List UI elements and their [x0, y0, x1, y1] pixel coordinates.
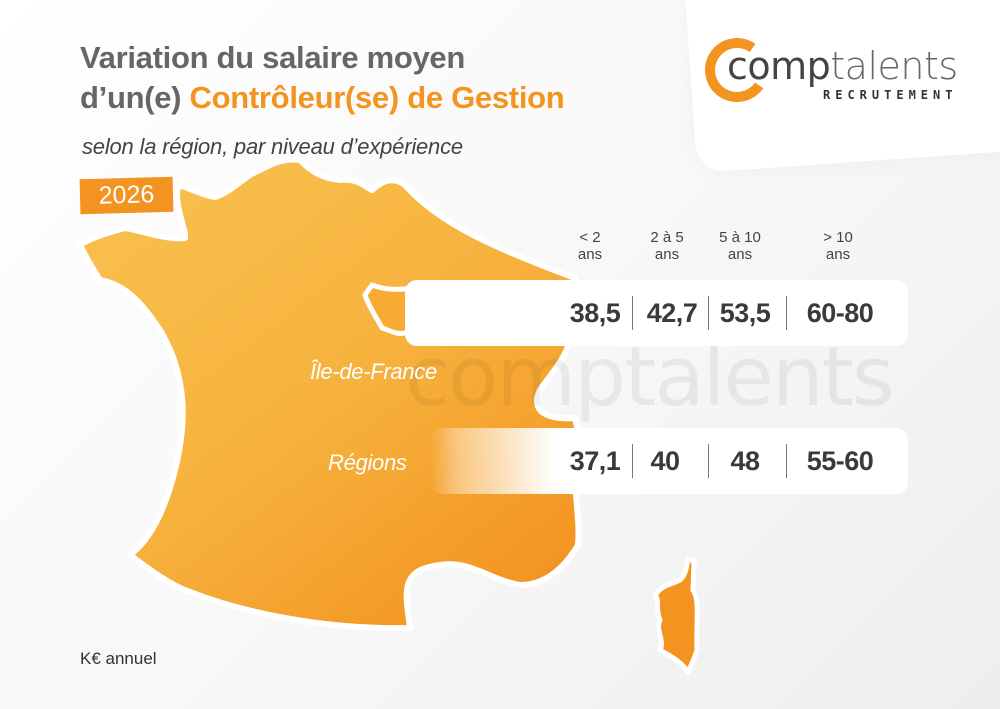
value-regions-5to10: 48: [730, 446, 760, 476]
value-idf-lt2: 38,5: [569, 298, 621, 328]
title-line-2-prefix: d’un(e): [80, 80, 190, 115]
value-idf-5to10: 53,5: [719, 298, 771, 328]
column-header-line2: ans: [727, 246, 753, 263]
divider: [786, 444, 787, 478]
label-ile-de-france: Île-de-France: [310, 359, 437, 384]
column-header-5to10: 5 à 10 ans: [705, 229, 775, 263]
column-header-line1: 2 à 5: [650, 229, 684, 246]
value-regions-2to5: 40: [650, 446, 680, 476]
divider: [786, 296, 787, 330]
corsica-shape: [652, 557, 700, 675]
divider: [632, 444, 633, 478]
row-regions: 37,1 40 48 55-60: [430, 428, 908, 494]
column-header-line2: ans: [577, 246, 603, 263]
mainland-france-shape: [77, 156, 583, 632]
logo-wordmark-dark: comp: [727, 44, 831, 88]
column-header-line2: ans: [825, 246, 851, 263]
value-idf-2to5: 42,7: [646, 298, 698, 328]
column-header-gt10: > 10 ans: [803, 229, 873, 263]
column-header-line1: > 10: [823, 229, 853, 246]
logo-wordmark: comptalents: [727, 44, 958, 88]
label-regions: Régions: [328, 450, 407, 475]
divider: [632, 296, 633, 330]
divider: [708, 444, 709, 478]
value-idf-gt10: 60-80: [806, 298, 874, 328]
value-regions-gt10: 55-60: [806, 446, 874, 476]
divider: [708, 296, 709, 330]
logo-tagline: RECRUTEMENT: [823, 88, 958, 102]
column-header-line1: < 2: [579, 229, 601, 246]
logo-wordmark-light: talents: [830, 44, 958, 88]
row-ile-de-france: 38,5 42,7 53,5 60-80: [405, 280, 908, 346]
unit-label: K€ annuel: [80, 649, 157, 668]
column-header-line2: ans: [654, 246, 680, 263]
brand-logo: comptalents RECRUTEMENT: [699, 32, 965, 108]
column-header-2to5: 2 à 5 ans: [632, 229, 702, 263]
subtitle: selon la région, par niveau d’expérience: [82, 134, 463, 159]
title-line-1: Variation du salaire moyen: [80, 40, 466, 75]
page-title: Variation du salaire moyen d’un(e) Contr…: [80, 38, 565, 118]
column-header-line1: 5 à 10: [719, 229, 761, 246]
job-title: Contrôleur(se) de Gestion: [189, 80, 565, 115]
value-regions-lt2: 37,1: [569, 446, 621, 476]
column-header-lt2: < 2 ans: [555, 229, 625, 263]
